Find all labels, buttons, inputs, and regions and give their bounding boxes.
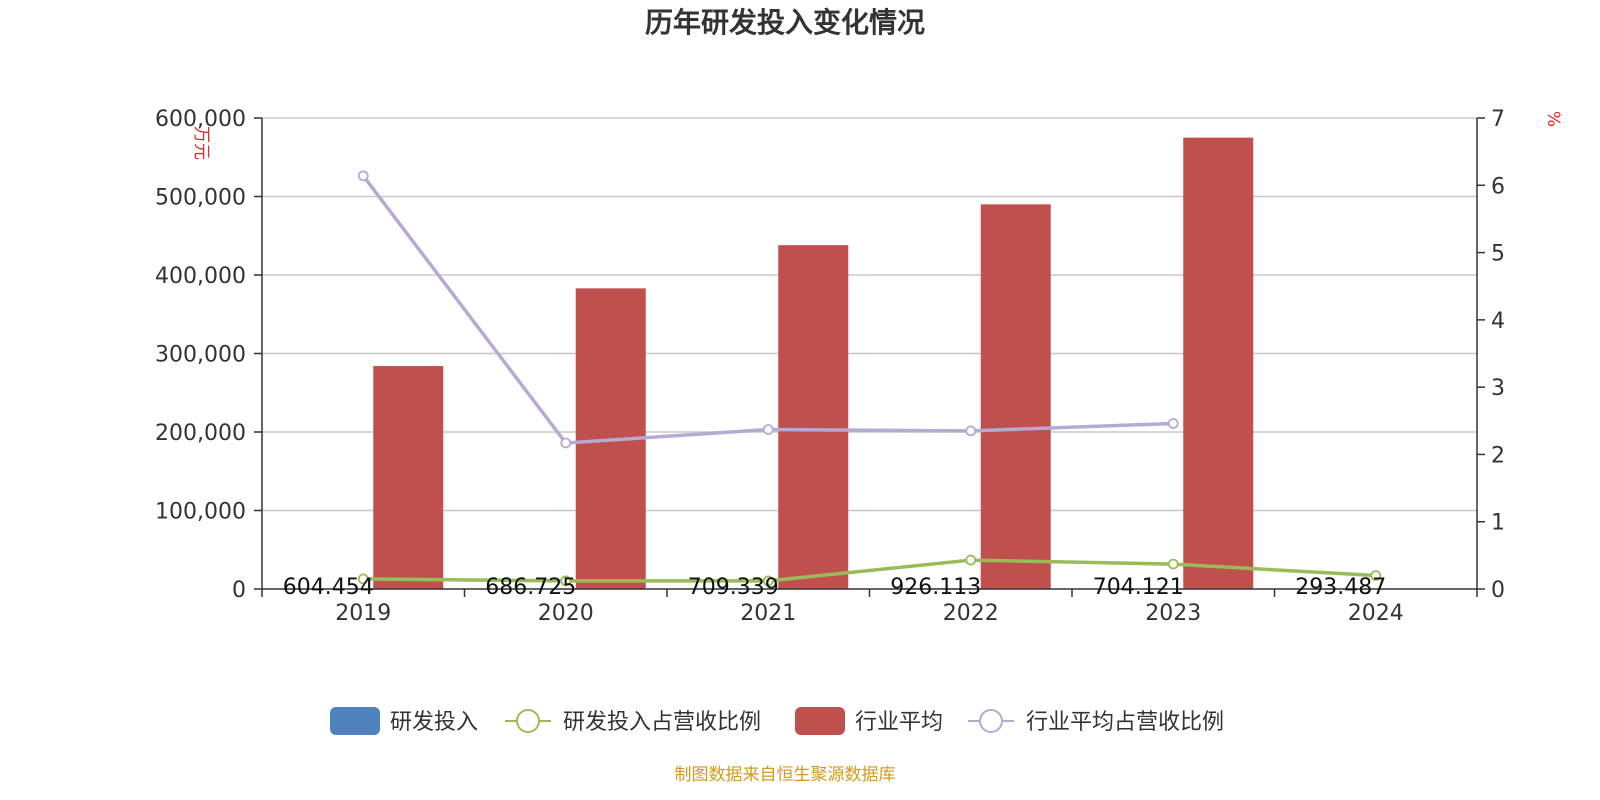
right-axis-tick-label: 6 xyxy=(1491,174,1505,199)
line-行业平均占营收比例 xyxy=(361,174,1174,445)
axes: 0 100,000 200,000 300,000 400,000 500,000 600,… xyxy=(155,107,1563,626)
line-point-研发投入占营收比例 xyxy=(560,575,572,587)
x-axis-tick-label: 2022 xyxy=(943,601,999,626)
right-axis-tick-label: 5 xyxy=(1491,242,1505,267)
right-axis-tick-label: 3 xyxy=(1491,376,1505,401)
bar-value-label: 604.454 xyxy=(283,575,374,600)
left-axis-tick-label: 200,000 xyxy=(155,421,246,446)
line-point-研发投入占营收比例 xyxy=(762,575,774,587)
legend-swatch-研发投入 xyxy=(330,707,380,735)
legend-marker-行业平均占营收比例 xyxy=(979,709,1003,733)
chart-title: 历年研发投入变化情况 xyxy=(645,6,925,39)
line-point-研发投入占营收比例 xyxy=(965,554,977,566)
right-axis-tick-label: 1 xyxy=(1491,511,1505,536)
legend-label-研发投入: 研发投入 xyxy=(390,710,478,735)
line-point-研发投入占营收比例 xyxy=(1167,558,1179,570)
bar-行业平均-2023 xyxy=(1183,137,1254,589)
right-axis-tick-label: 4 xyxy=(1491,309,1505,334)
legend-swatch-行业平均 xyxy=(795,707,845,735)
grid xyxy=(262,117,1477,512)
legend[interactable]: 研发投入 研发投入占营收比例 行业平均 行业平均占营收比例 xyxy=(330,707,1224,735)
left-axis-tick-label: 100,000 xyxy=(155,500,246,525)
right-axis-tick-label: 7 xyxy=(1491,107,1505,132)
left-axis-tick-label: 0 xyxy=(232,578,246,603)
legend-label-行业平均: 行业平均 xyxy=(855,710,943,735)
source-note: 制图数据来自恒生聚源数据库 xyxy=(675,765,896,785)
lines xyxy=(357,170,1382,587)
right-axis-tick-label: 2 xyxy=(1491,443,1505,468)
left-axis-tick-label: 500,000 xyxy=(155,186,246,211)
bar-value-label: 926.113 xyxy=(890,575,981,600)
legend-marker-研发投入占营收比例 xyxy=(516,709,540,733)
right-axis-unit: % xyxy=(1543,111,1563,127)
bar-行业平均-2019 xyxy=(373,366,444,589)
bar-value-label: 686.725 xyxy=(485,575,576,600)
x-axis-tick-label: 2021 xyxy=(740,601,796,626)
legend-label-研发投入占营收比例: 研发投入占营收比例 xyxy=(563,710,761,735)
left-axis-unit: 万元 xyxy=(191,126,211,160)
x-axis-tick-label: 2019 xyxy=(335,601,391,626)
x-axis-tick-label: 2024 xyxy=(1348,601,1404,626)
left-axis-tick-label: 300,000 xyxy=(155,343,246,368)
bar-value-label: 709.339 xyxy=(688,575,779,600)
x-axis-tick-label: 2023 xyxy=(1145,601,1201,626)
line-point-行业平均占营收比例 xyxy=(762,424,774,435)
bar-行业平均-2022 xyxy=(980,204,1051,589)
line-point-行业平均占营收比例 xyxy=(965,425,977,437)
line-研发投入占营收比例 xyxy=(363,558,1376,583)
legend-label-行业平均占营收比例: 行业平均占营收比例 xyxy=(1026,710,1224,735)
line-point-行业平均占营收比例 xyxy=(357,170,369,182)
left-axis-tick-label: 400,000 xyxy=(155,264,246,289)
x-axis-tick-label: 2020 xyxy=(538,601,594,626)
line-point-行业平均占营收比例 xyxy=(560,437,572,449)
bar-value-label: 293.487 xyxy=(1295,575,1386,600)
right-axis-tick-label: 0 xyxy=(1491,578,1505,603)
bars xyxy=(293,137,1376,590)
bar-labels: 604.454 686.725 709.339 926.113 704.121 293.4… xyxy=(283,575,1386,600)
line-point-研发投入占营收比例 xyxy=(357,573,369,585)
left-axis-tick-label: 600,000 xyxy=(155,107,246,132)
bar-value-label: 704.121 xyxy=(1093,575,1184,600)
bar-行业平均-2021 xyxy=(778,245,849,590)
line-point-研发投入占营收比例 xyxy=(1370,570,1382,581)
line-point-行业平均占营收比例 xyxy=(1167,418,1179,429)
